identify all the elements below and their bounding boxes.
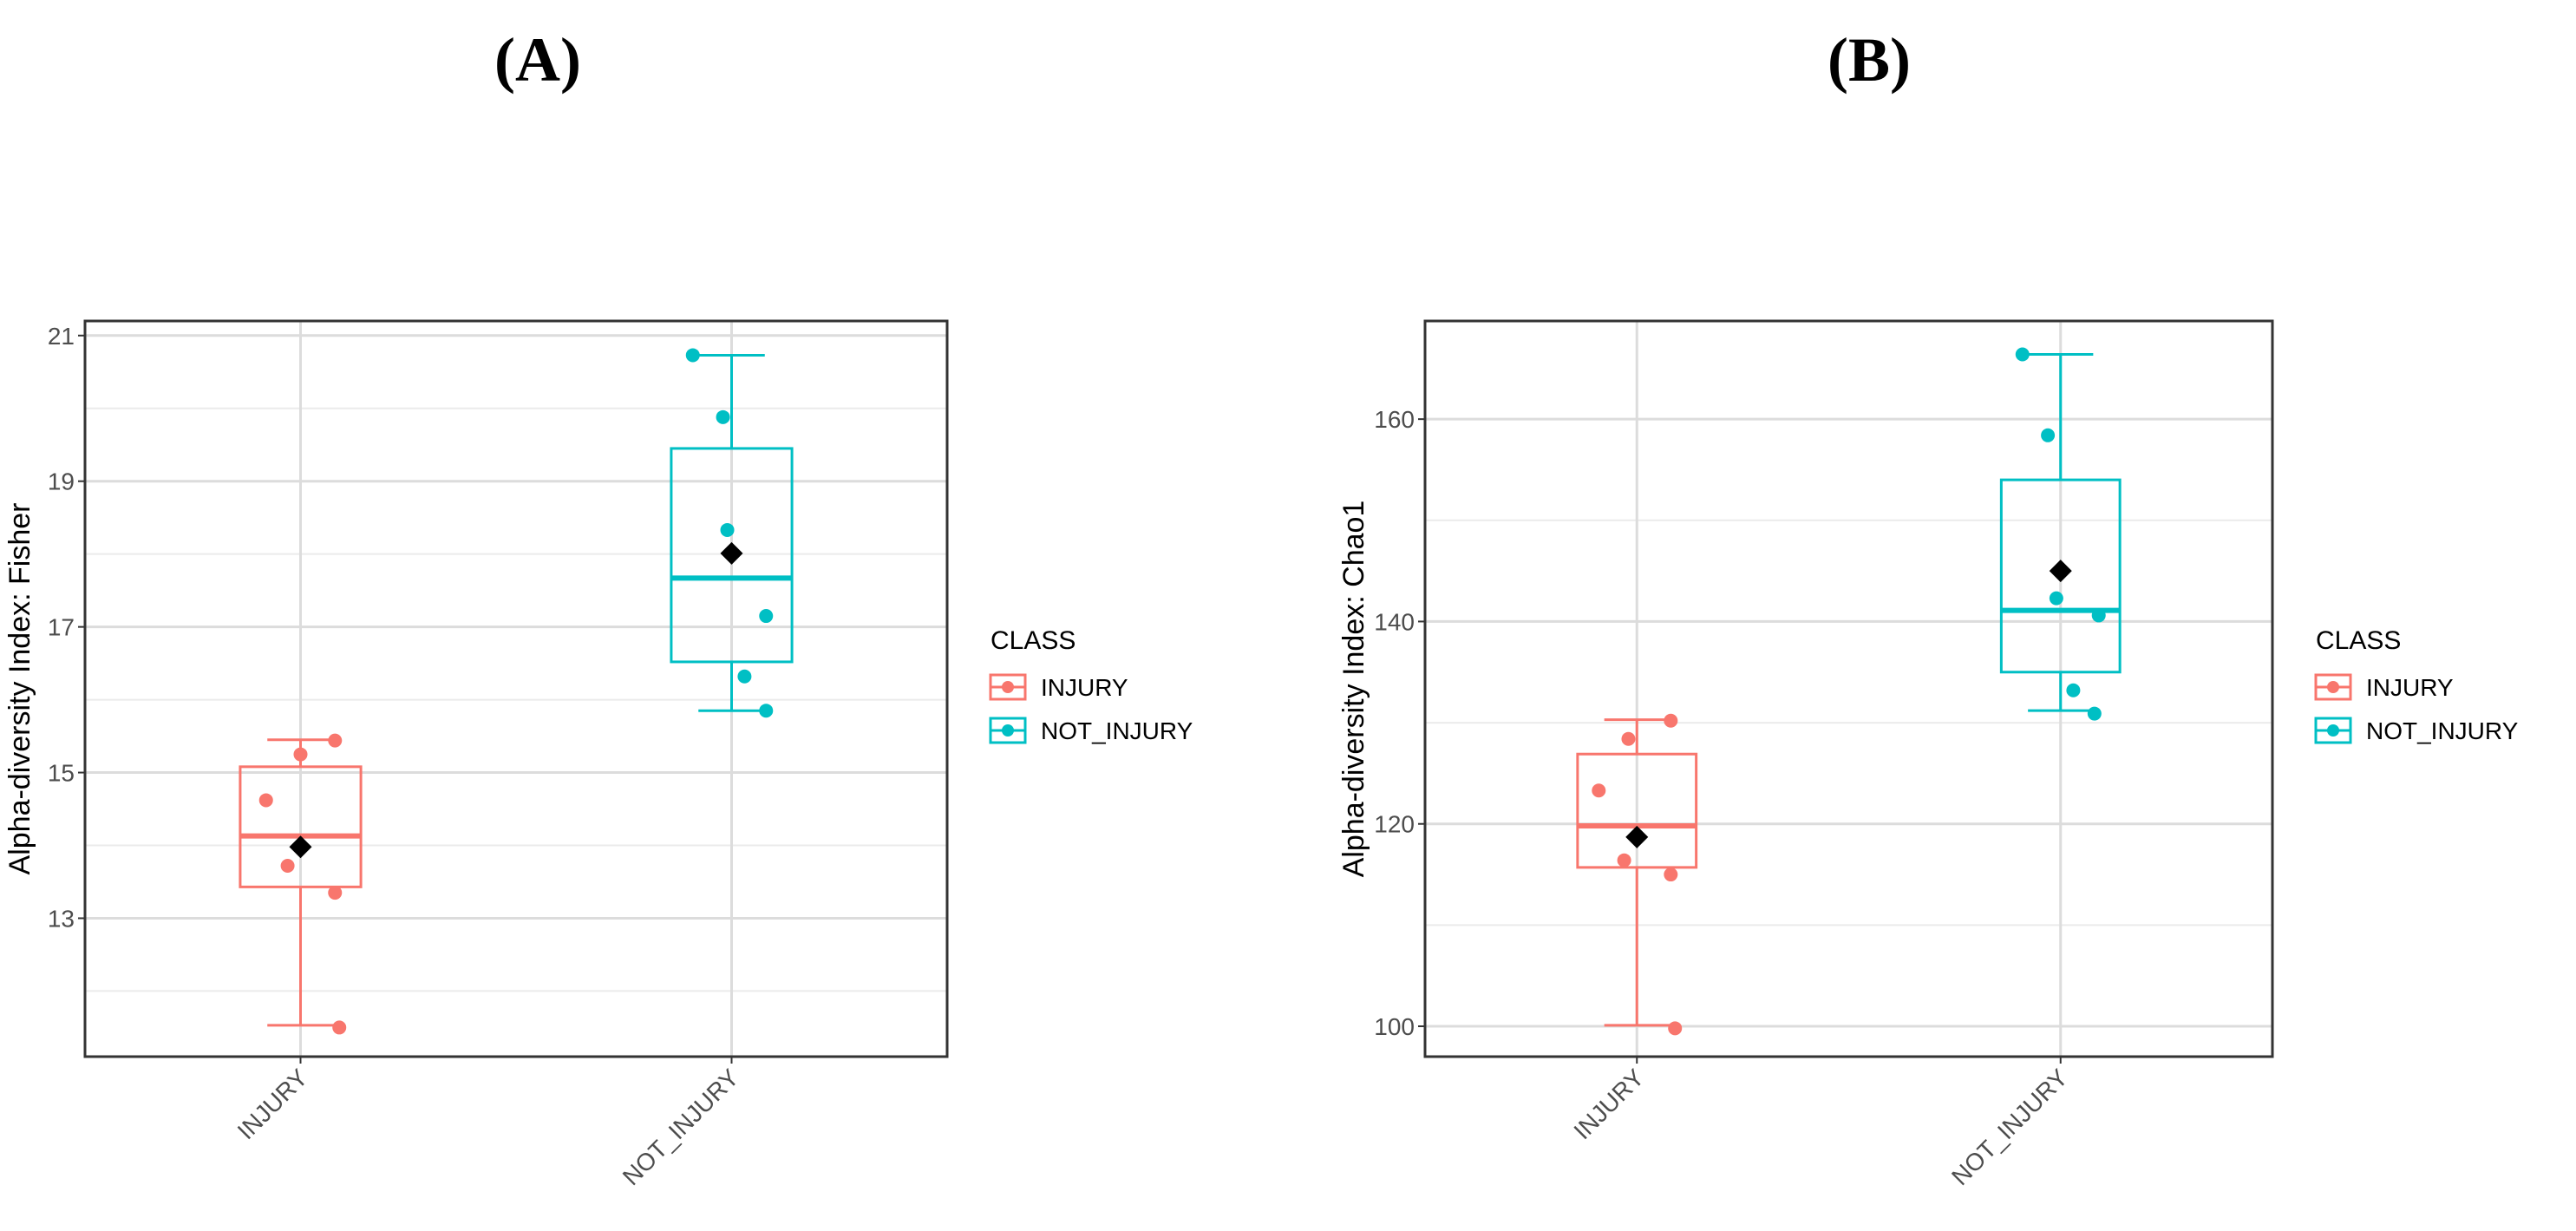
data-point <box>737 669 752 684</box>
data-point <box>1664 713 1678 728</box>
data-point <box>2049 591 2063 606</box>
x-tick-label: INJURY <box>1568 1064 1649 1144</box>
mean-marker <box>720 541 743 565</box>
mean-marker <box>289 835 312 859</box>
x-tick-label: INJURY <box>232 1064 313 1144</box>
legend-key-point <box>1002 681 1014 693</box>
data-point <box>280 859 295 874</box>
chart-a: 13 15 17 19 21 Alpha-diversity Index: Fisher I… <box>3 319 1193 1190</box>
data-point <box>328 886 343 900</box>
box-injury <box>1576 752 1698 869</box>
data-point <box>1664 868 1678 882</box>
mean-marker <box>1625 825 1649 848</box>
legend-key-point <box>2327 724 2339 737</box>
legend-entry-label: INJURY <box>1041 674 1128 701</box>
y-tick-label: 17 <box>48 614 75 641</box>
data-point <box>1592 783 1606 798</box>
data-point <box>759 609 774 624</box>
data-point <box>759 704 774 718</box>
data-point <box>2041 428 2056 442</box>
data-point <box>716 409 730 424</box>
data-point <box>258 793 273 808</box>
legend-key-point <box>1002 724 1014 737</box>
legend-key-point <box>2327 681 2339 693</box>
legend-entry-label: INJURY <box>2366 674 2454 701</box>
legend: CLASS INJURY NOT_INJURY <box>2314 626 2519 744</box>
data-point <box>332 1020 347 1035</box>
legend: CLASS INJURY NOT_INJURY <box>989 626 1193 744</box>
data-point <box>2091 608 2106 623</box>
data-point <box>720 522 735 537</box>
chart-b: 100 120 140 160 Alpha-diversity Index: Chao1… <box>1337 319 2519 1190</box>
y-tick-label: 140 <box>1374 608 1415 635</box>
legend-entry-label: NOT_INJURY <box>2366 717 2519 744</box>
box-injury <box>239 765 363 888</box>
y-tick-label: 15 <box>48 760 75 787</box>
x-tick-label: NOT_INJURY <box>618 1064 744 1190</box>
data-point <box>1668 1021 1683 1036</box>
y-tick-label: 100 <box>1374 1013 1415 1040</box>
data-point <box>1617 853 1631 868</box>
panel-border <box>1423 319 2274 1058</box>
panel-label-b: (B) <box>1827 25 1911 95</box>
y-axis-title: Alpha-diversity Index: Fisher <box>3 503 36 875</box>
y-tick-label: 21 <box>48 323 75 350</box>
panel-label-a: (A) <box>494 25 581 95</box>
data-point <box>328 733 343 748</box>
y-tick-label: 19 <box>48 468 75 495</box>
box-not_injury <box>670 447 794 664</box>
data-point <box>1621 731 1636 746</box>
y-tick-label: 160 <box>1374 406 1415 433</box>
legend-title: CLASS <box>2316 626 2401 655</box>
y-tick-label: 13 <box>48 905 75 932</box>
box-not_injury <box>1999 478 2122 674</box>
mean-marker <box>2049 560 2072 583</box>
y-axis-title: Alpha-diversity Index: Chao1 <box>1337 501 1370 878</box>
data-point <box>2066 683 2081 697</box>
data-point <box>2087 706 2102 721</box>
data-point <box>293 747 308 762</box>
y-tick-label: 120 <box>1374 811 1415 838</box>
x-tick-label: NOT_INJURY <box>1946 1064 2073 1190</box>
legend-title: CLASS <box>991 626 1076 655</box>
data-point <box>685 348 700 363</box>
data-point <box>2015 347 2030 362</box>
legend-entry-label: NOT_INJURY <box>1041 717 1193 744</box>
panel-border <box>83 319 949 1058</box>
